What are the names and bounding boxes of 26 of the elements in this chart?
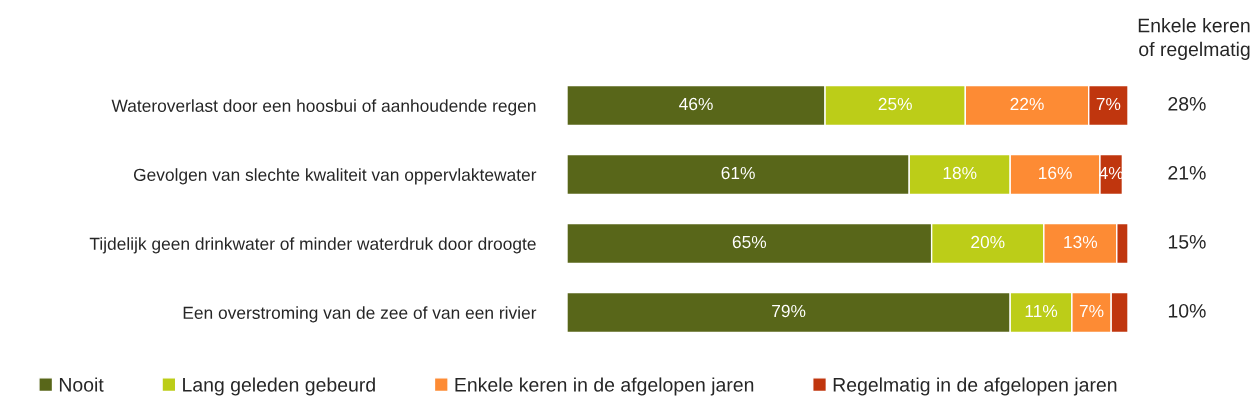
text: 10% bbox=[1168, 303, 1206, 318]
y-tick-label: Tijdelijk geen drinkwater of minder waterdruk door droogte bbox=[89, 237, 536, 254]
y-tick-label: Wateroverlast door een hoosbui of aanhoudende regen bbox=[111, 99, 536, 116]
text: 15% bbox=[1168, 235, 1206, 249]
legend-label: Lang geleden gebeurd bbox=[183, 377, 375, 396]
data-label: 7% bbox=[1096, 97, 1121, 111]
data-label: 22% bbox=[1010, 97, 1044, 111]
text: Enkele keren of regelmatig bbox=[1138, 18, 1250, 60]
data-label: 13% bbox=[1064, 235, 1098, 249]
text: 28% bbox=[1168, 96, 1206, 111]
data-label: 16% bbox=[1039, 166, 1072, 180]
text: 21% bbox=[1168, 165, 1206, 180]
data-label: 46% bbox=[679, 97, 713, 111]
y-tick-label: Een overstroming van de zee of van een rivier bbox=[183, 306, 537, 323]
data-label: 65% bbox=[732, 235, 767, 249]
legend-label: Regelmatig in de afgelopen jaren bbox=[833, 377, 1117, 396]
data-label: 7% bbox=[1079, 304, 1104, 318]
data-label: 79% bbox=[772, 304, 806, 318]
legend-label: Nooit bbox=[59, 377, 104, 392]
data-label: 11% bbox=[1025, 304, 1058, 318]
legend-label: Enkele keren in de afgelopen jaren bbox=[455, 377, 754, 396]
data-label: 20% bbox=[971, 235, 1005, 249]
data-label: 61% bbox=[721, 166, 755, 180]
data-label: 18% bbox=[943, 166, 977, 180]
data-label: 25% bbox=[878, 97, 912, 111]
y-tick-label: Gevolgen van slechte kwaliteit van oppervlaktewater bbox=[133, 168, 537, 185]
